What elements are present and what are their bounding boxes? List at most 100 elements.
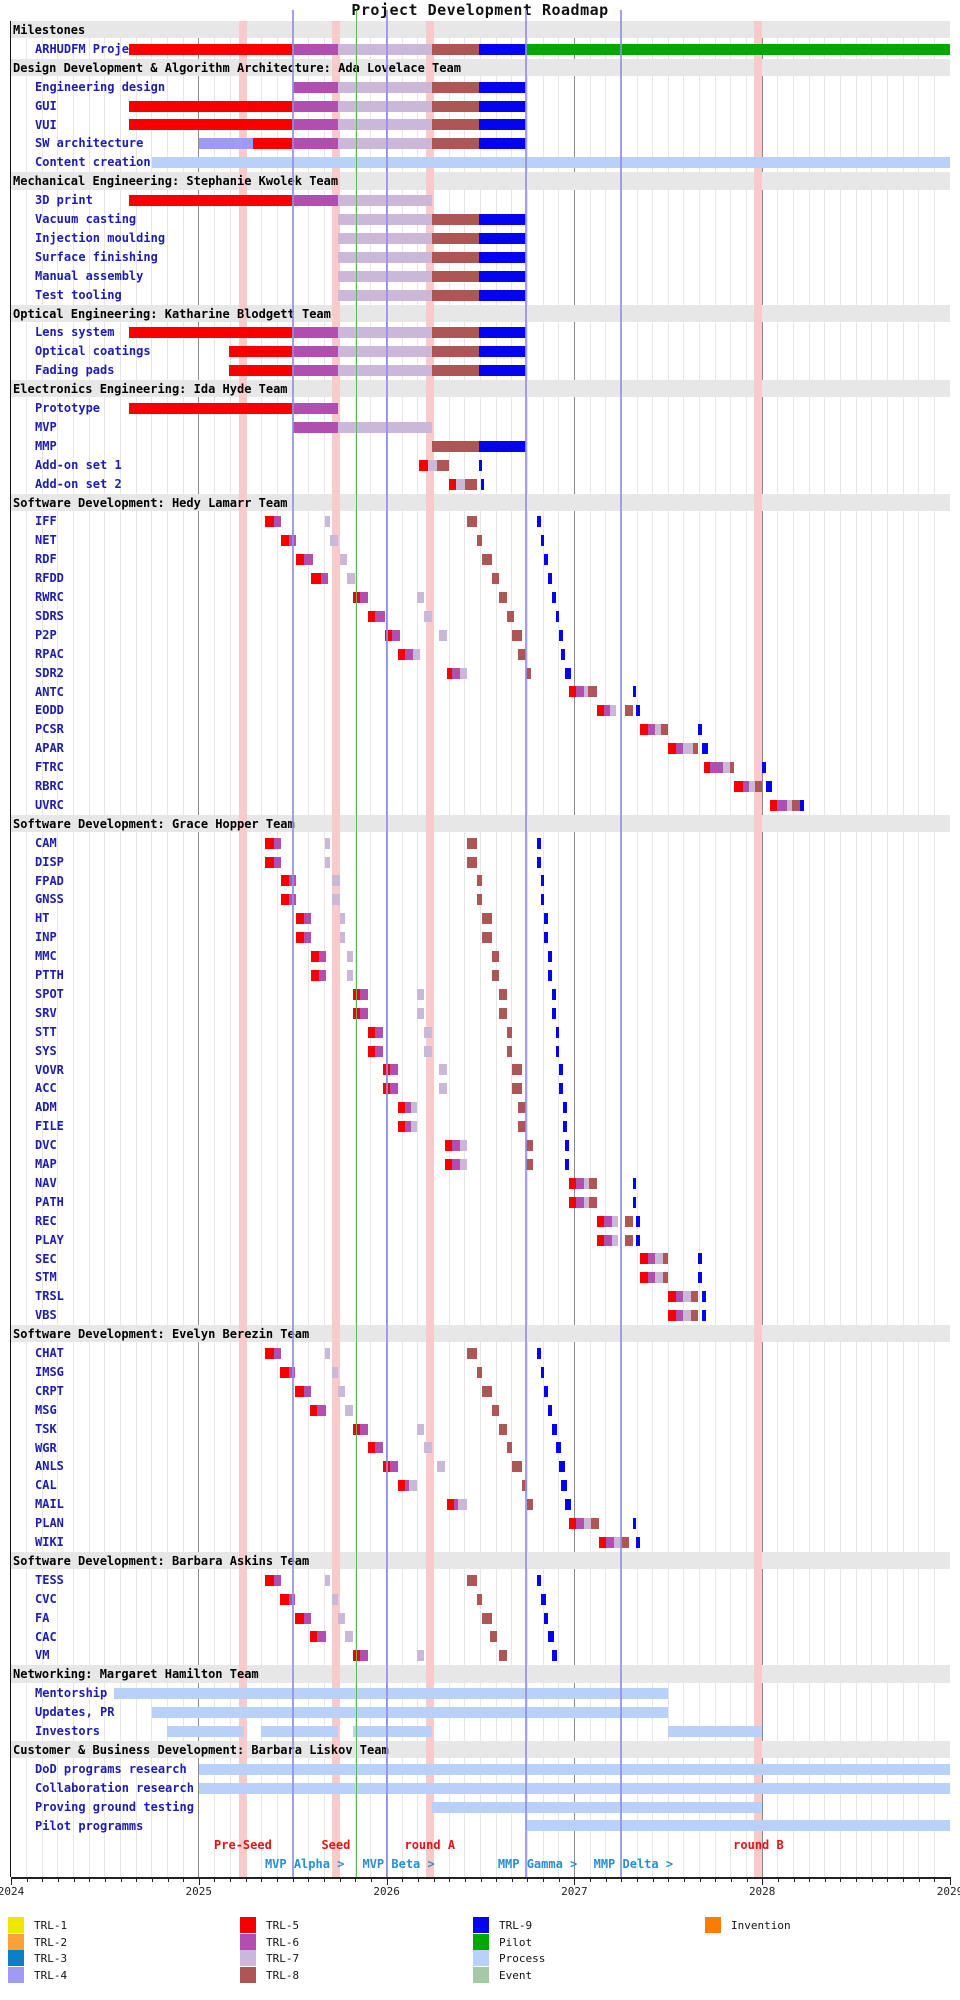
gantt-bar-segment-trl-6 [647,724,656,736]
gantt-bar-segment-trl-9 [478,251,526,263]
task-label: NAV [35,1175,57,1190]
legend-swatch-trl-3 [8,1950,24,1966]
task-label: GNSS [35,892,64,907]
axis-tick-label: 2028 [748,1885,776,1898]
grid-month-line [229,21,231,1877]
gantt-bar-segment-trl-5 [264,1347,274,1359]
legend-label-trl-3: TRL-3 [34,1952,68,1965]
task-label: ARHUDFM Project [35,41,144,56]
gantt-bar-segment-trl-6 [743,780,750,792]
gantt-bar-segment-trl-9 [478,232,526,244]
task-label: CHAT [35,1346,64,1360]
axis-tick-minor [558,1878,560,1882]
legend-swatch-trl-1 [8,1917,24,1933]
task-label: SPOT [35,986,64,1001]
legend-label-process: Process [499,1952,546,1965]
gantt-bar-segment-trl-6 [360,988,368,1000]
gantt-bar-segment-trl-5 [129,119,293,131]
gantt-bar-segment-trl-8 [491,1404,500,1416]
legend-swatch-pilot [473,1933,489,1950]
task-label: INP [35,930,57,945]
gantt-bar-segment-trl-6 [273,1574,282,1586]
gantt-bar-segment-trl-7 [722,762,731,774]
gantt-bar-segment-trl-9 [551,988,556,1000]
gantt-bar-segment-trl-8 [431,346,479,358]
gantt-bar-segment-trl-8 [621,1536,629,1548]
gantt-bar-segment-trl-9 [632,1196,637,1208]
task-label: Test tooling [35,287,122,302]
gantt-bar-segment-trl-8 [512,1461,522,1473]
gantt-bar-segment-trl-5 [444,1140,453,1152]
gantt-bar-segment-trl-6 [292,402,338,414]
event-label: MVP Alpha > [264,1857,345,1871]
axis-tick-minor [527,1878,529,1882]
gantt-bar-segment-trl-5 [596,1215,605,1227]
gantt-bar-segment-trl-8 [431,213,479,225]
axis-tick-minor [417,1878,419,1882]
axis-tick-label: 2026 [373,1885,400,1898]
gantt-bar-segment-trl-9 [544,932,549,944]
task-label: TRSL [35,1289,64,1304]
gantt-bar-segment-trl-9 [536,1347,541,1359]
gantt-bar-segment-trl-7 [347,573,355,585]
gantt-bar-segment-trl-5 [129,195,293,207]
axis-tick-minor [42,1878,44,1882]
gantt-bar-segment-trl-5 [367,610,376,622]
grid-month-line [824,21,826,1877]
gantt-bar-segment-trl-8 [512,1064,522,1076]
grid-month-line [448,21,450,1877]
task-label: NET [35,533,57,548]
gantt-bar-segment-trl-8 [587,686,597,698]
axis-tick-minor [120,1878,122,1882]
gantt-bar-segment-trl-6 [292,81,338,93]
axis-tick-minor [214,1878,216,1882]
gantt-bar-segment-trl-5 [309,1631,318,1643]
gantt-bar-segment-trl-7 [345,1404,353,1416]
gantt-bar-segment-trl-7 [337,1612,346,1624]
gantt-bar-segment-trl-8 [476,875,483,887]
gantt-bar-segment-trl-9 [551,1007,556,1019]
legend-swatch-invention [705,1917,721,1933]
axis-tick-minor [621,1878,623,1882]
gantt-bar-segment-trl-8 [476,1366,483,1378]
axis-tick-minor [840,1878,842,1882]
gantt-bar-segment-trl-5 [294,1612,304,1624]
gantt-bar-segment-trl-6 [375,1045,383,1057]
gantt-bar-segment-trl-8 [499,1423,507,1435]
task-label: 3D print [35,193,93,208]
grid-month-line [464,21,466,1877]
gantt-bar-segment-trl-5 [668,743,676,755]
gantt-bar-segment-trl-5 [568,1196,577,1208]
gantt-bar-segment-trl-5 [228,365,293,377]
gantt-bar-segment-trl-6 [576,1518,584,1530]
gantt-bar-segment-trl-9 [555,610,560,622]
axis-tick-minor [887,1878,889,1882]
axis-tick-minor [308,1878,310,1882]
gantt-bar-segment-trl-6 [303,932,312,944]
axis-tick-minor [668,1878,670,1882]
task-label: SDR2 [35,665,64,680]
gantt-bar-segment-trl-7 [655,1272,663,1284]
task-label: STT [35,1024,57,1039]
task-label: Add-on set 1 [35,457,122,472]
gantt-bar-segment-trl-6 [273,516,282,528]
gantt-bar-segment-trl-5 [384,629,393,641]
gantt-bar-segment-trl-9 [536,1574,541,1586]
gantt-bar-segment-trl-7 [324,856,331,868]
gantt-bar-segment-trl-5 [640,1272,648,1284]
gantt-bar-segment-trl-9 [478,119,526,131]
gantt-bar-segment-trl-7 [337,289,432,301]
gantt-bar-segment-trl-6 [360,1007,368,1019]
task-label: DoD programs research [35,1761,187,1776]
event-line [291,10,294,1877]
task-label: VOVR [35,1062,64,1077]
axis-tick-minor [464,1878,466,1882]
axis-tick-minor [934,1878,936,1882]
gantt-bar-segment-trl-7 [324,837,331,849]
grid-year-line [198,21,200,1877]
gantt-bar-segment-trl-8 [589,1177,597,1189]
gantt-bar-segment-trl-5 [596,705,605,717]
gantt-bar-segment-trl-6 [360,1423,368,1435]
gantt-bar-segment-trl-9 [555,1045,560,1057]
gantt-bar-segment-trl-5 [397,648,406,660]
